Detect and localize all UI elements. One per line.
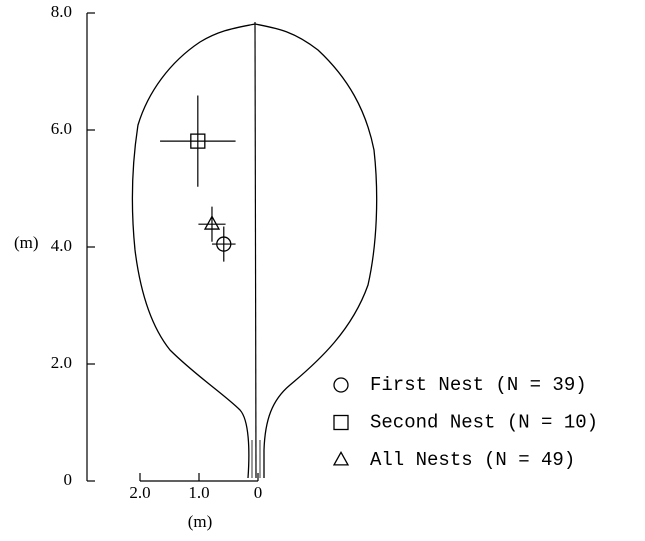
legend-label: All Nests (N = 49) xyxy=(370,449,575,471)
y-tick-label: 6.0 xyxy=(51,119,72,138)
y-tick-label: 2.0 xyxy=(51,353,72,372)
x-tick-label: 2.0 xyxy=(129,483,150,502)
page: (m) (m) 0 2.0 4.0 6.0 8.0 2.0 1.0 0 First Nest (… xyxy=(0,0,645,541)
legend-label: Second Nest (N = 10) xyxy=(370,412,598,434)
tree-outline xyxy=(132,24,376,478)
y-axis-label: (m) xyxy=(14,233,39,252)
chart: (m) (m) 0 2.0 4.0 6.0 8.0 2.0 1.0 0 First Nest (… xyxy=(0,0,645,541)
legend-marker xyxy=(334,378,348,392)
y-tick-label: 4.0 xyxy=(51,236,72,255)
y-tick-label: 0 xyxy=(64,470,73,489)
x-axis-label: (m) xyxy=(188,512,213,531)
legend-marker xyxy=(334,416,348,430)
x-tick-label: 0 xyxy=(254,483,263,502)
y-tick-label: 8.0 xyxy=(51,2,72,21)
legend-marker xyxy=(334,452,348,465)
x-tick-label: 1.0 xyxy=(188,483,209,502)
trunk-line xyxy=(255,22,256,478)
legend-label: First Nest (N = 39) xyxy=(370,374,587,396)
